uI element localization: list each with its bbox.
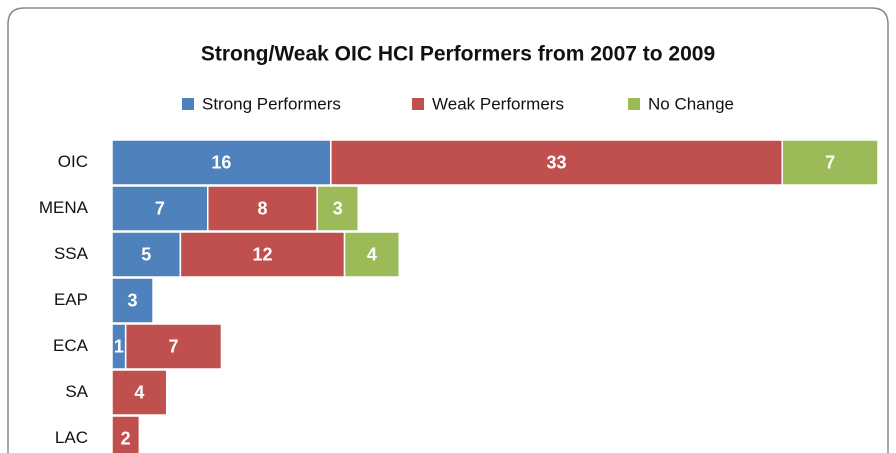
- data-label: 7: [169, 336, 179, 356]
- y-tick-label: OIC: [58, 152, 88, 171]
- legend-swatch: [182, 98, 194, 110]
- y-tick-label: MENA: [39, 198, 89, 217]
- data-label: 3: [128, 290, 138, 310]
- data-label: 12: [252, 244, 272, 264]
- bar-segment: [111, 415, 141, 453]
- legend-swatch: [412, 98, 424, 110]
- bar-segment: [316, 185, 359, 232]
- bar-segment: [124, 323, 223, 370]
- bar-segment: [207, 185, 318, 232]
- data-label: 3: [333, 198, 343, 218]
- data-label: 7: [825, 152, 835, 172]
- bar-segment: [111, 185, 209, 232]
- data-label: 8: [257, 198, 267, 218]
- bar-segment: [111, 277, 154, 324]
- data-label: 7: [155, 198, 165, 218]
- legend-label: Weak Performers: [432, 94, 564, 113]
- data-label: 1: [114, 336, 124, 356]
- legend-label: No Change: [648, 94, 734, 113]
- y-tick-label: SA: [65, 382, 88, 401]
- data-label: 16: [211, 152, 231, 172]
- y-tick-label: SSA: [54, 244, 89, 263]
- data-label: 2: [121, 428, 131, 448]
- data-label: 5: [141, 244, 151, 264]
- bar-segment: [330, 139, 783, 186]
- chart-title: Strong/Weak OIC HCI Performers from 2007…: [201, 43, 715, 66]
- data-label: 4: [134, 382, 144, 402]
- bar-segment: [343, 231, 400, 278]
- legend-swatch: [628, 98, 640, 110]
- chart-frame: [7, 7, 889, 453]
- bar-segment: [781, 139, 879, 186]
- y-tick-label: LAC: [55, 428, 88, 447]
- data-label: 4: [367, 244, 377, 264]
- bar-segment: [111, 139, 332, 186]
- bar-segment: [111, 231, 182, 278]
- y-tick-label: ECA: [53, 336, 89, 355]
- y-tick-label: EAP: [54, 290, 88, 309]
- bar-segment: [111, 369, 168, 416]
- legend-label: Strong Performers: [202, 94, 341, 113]
- data-label: 33: [547, 152, 567, 172]
